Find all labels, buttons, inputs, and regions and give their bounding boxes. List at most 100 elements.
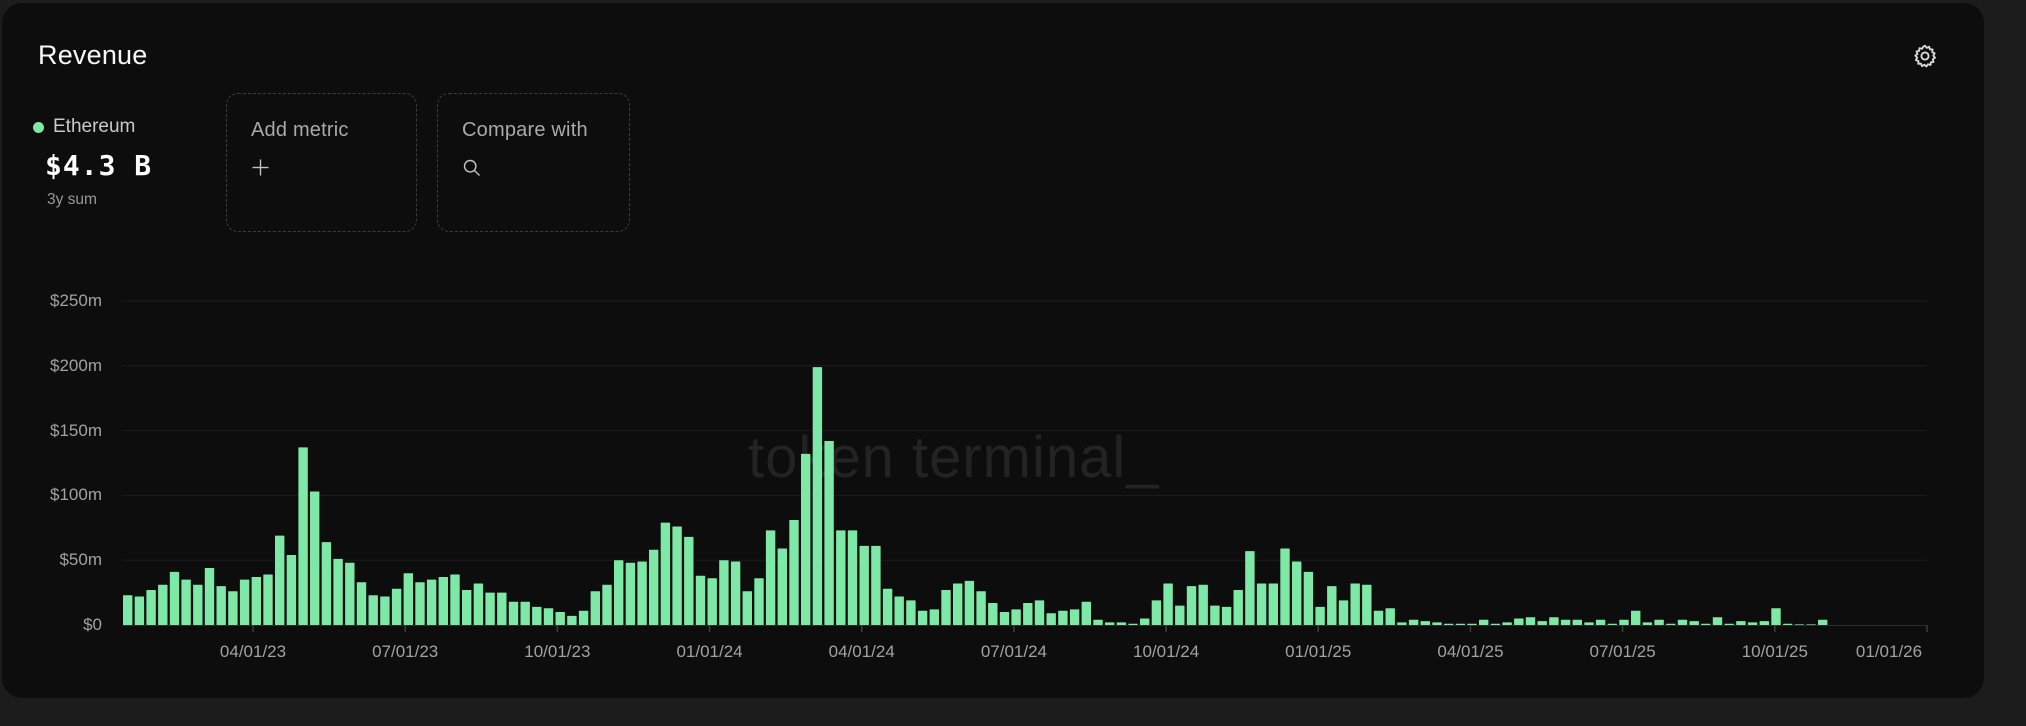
x-axis-label: 10/01/24: [1132, 642, 1200, 661]
bar: [906, 600, 916, 625]
bar: [625, 562, 636, 625]
x-axis-label: 07/01/25: [1589, 642, 1656, 661]
bar: [1151, 600, 1162, 625]
bar: [684, 536, 694, 625]
bar: [146, 590, 156, 625]
bar: [1245, 551, 1255, 625]
search-icon: [462, 158, 482, 181]
x-axis-label: 04/01/25: [1437, 642, 1504, 661]
bar: [1549, 617, 1559, 625]
bar: [1093, 619, 1103, 625]
x-axis-label: 07/01/23: [372, 642, 439, 661]
bar: [1794, 624, 1805, 625]
bar: [310, 491, 320, 625]
bar: [239, 579, 250, 625]
bar: [321, 542, 332, 625]
bar: [1373, 610, 1384, 625]
bar: [473, 583, 484, 625]
bar: [1479, 619, 1489, 625]
bar: [649, 549, 659, 625]
bar: [403, 573, 413, 625]
add-metric-button[interactable]: Add metric: [226, 93, 417, 232]
bar: [1818, 619, 1828, 625]
bar: [1666, 623, 1676, 625]
bar: [953, 583, 963, 625]
bar: [356, 582, 367, 625]
bar: [497, 592, 507, 625]
bar: [1128, 623, 1138, 625]
bar: [1116, 622, 1127, 625]
bar: [1584, 622, 1594, 625]
bar: [1432, 622, 1442, 625]
bar: [450, 574, 460, 625]
bar: [999, 612, 1010, 625]
bar: [824, 441, 834, 625]
bar: [333, 558, 343, 625]
bar: [1023, 603, 1033, 625]
bar: [158, 584, 168, 625]
bar: [707, 578, 717, 625]
bar: [1771, 608, 1781, 625]
bar: [1525, 617, 1536, 625]
bar: [1221, 606, 1232, 625]
legend-item-ethereum[interactable]: Ethereum: [33, 116, 213, 138]
bar: [1689, 621, 1699, 625]
bar: [1385, 608, 1395, 625]
bar: [532, 606, 542, 625]
bar: [251, 577, 261, 625]
bar: [1233, 590, 1243, 625]
bar: [1619, 619, 1629, 625]
bar: [1256, 583, 1267, 625]
bar: [1280, 548, 1290, 625]
bar: [368, 595, 378, 625]
bar: [1806, 624, 1816, 625]
bar: [1514, 618, 1524, 625]
bar: [976, 591, 986, 625]
revenue-card: [2, 3, 1984, 698]
settings-button[interactable]: [1911, 42, 1939, 70]
compare-with-button[interactable]: Compare with: [437, 93, 630, 232]
bar: [1034, 600, 1045, 625]
bar: [882, 588, 893, 625]
bar: [1338, 600, 1349, 625]
bar: [1046, 613, 1056, 625]
bar: [988, 603, 998, 625]
bar: [391, 588, 402, 625]
bar: [380, 596, 390, 625]
bar: [1677, 619, 1688, 625]
bar: [754, 578, 764, 625]
bar: [1069, 609, 1080, 625]
bar: [1490, 623, 1501, 625]
bar: [871, 545, 881, 625]
y-axis-label: $100m: [50, 485, 102, 505]
bar: [263, 574, 273, 625]
bar: [614, 560, 624, 625]
bar: [1747, 622, 1758, 625]
bar: [929, 609, 939, 625]
x-axis-label: 04/01/24: [828, 642, 895, 661]
add-metric-label: Add metric: [251, 119, 349, 141]
bar: [543, 608, 554, 625]
bar: [1408, 619, 1419, 625]
bar: [836, 530, 846, 625]
plus-icon: [251, 158, 270, 180]
gear-icon: [1914, 44, 1936, 68]
series-period-label: 3y sum: [47, 191, 97, 208]
bar: [578, 610, 589, 625]
x-axis-label: 01/01/25: [1285, 642, 1352, 661]
x-axis-label: 07/01/24: [980, 642, 1047, 661]
bar: [1081, 601, 1091, 625]
bar: [1210, 605, 1220, 625]
x-axis-label: 01/01/24: [676, 642, 743, 661]
bar: [1455, 623, 1466, 625]
bar: [1011, 609, 1021, 625]
bar: [590, 591, 600, 625]
bar: [695, 575, 706, 625]
bar: [555, 612, 565, 625]
series-total-value: $4.3 B: [45, 149, 153, 182]
bar: [742, 591, 752, 625]
bar: [298, 447, 308, 625]
bar: [567, 615, 577, 625]
bar: [1444, 623, 1454, 625]
